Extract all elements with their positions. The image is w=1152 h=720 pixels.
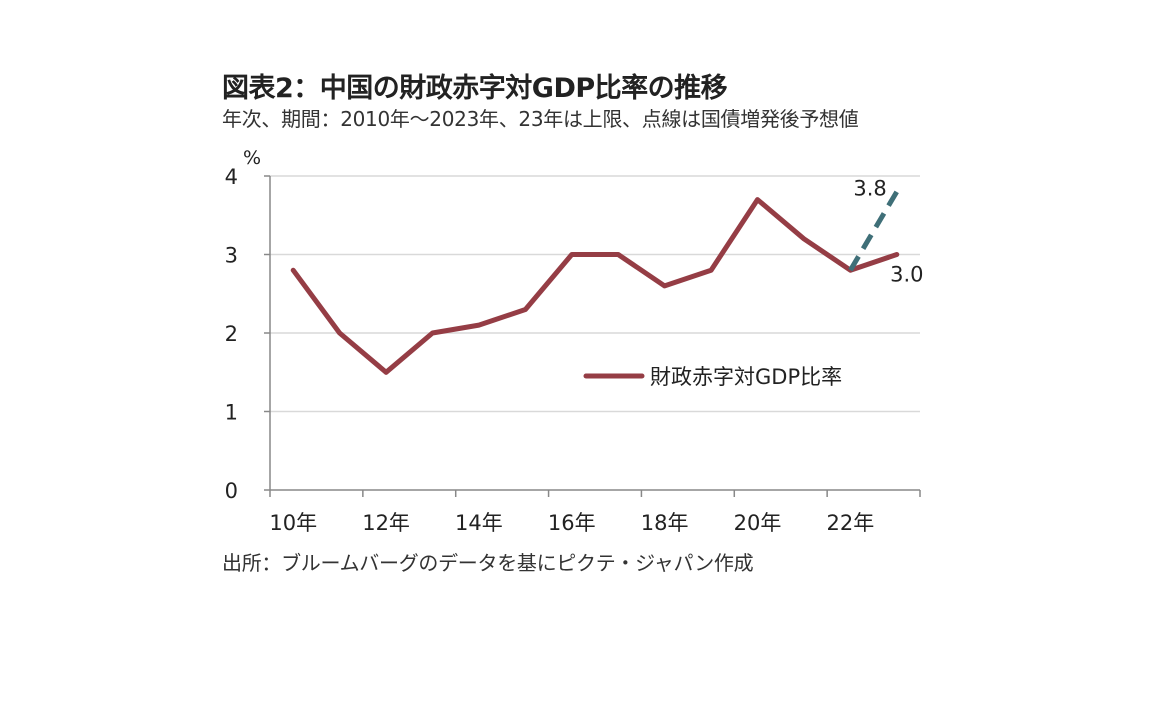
- x-tick-label-20年: 20年: [734, 511, 782, 535]
- series-layer: [290, 190, 900, 375]
- x-tick-label-12年: 12年: [362, 511, 410, 535]
- source-note: 出所：ブルームバーグのデータを基にピクテ・ジャパン作成: [222, 551, 754, 575]
- legend-label: 財政赤字対GDP比率: [650, 365, 842, 389]
- chart-title: 図表2：中国の財政赤字対GDP比率の推移: [222, 73, 728, 104]
- y-tick-label-1: 1: [225, 401, 238, 425]
- y-axis: 0 1 2 3 4%: [225, 147, 271, 503]
- x-tick-label-16年: 16年: [548, 511, 596, 535]
- y-tick-label-0: 0: [225, 479, 238, 503]
- x-tick-label-10年: 10年: [269, 511, 317, 535]
- x-tick-label-18年: 18年: [641, 511, 689, 535]
- x-tick-label-14年: 14年: [455, 511, 503, 535]
- y-tick-label-3: 3: [225, 244, 238, 268]
- y-axis-unit-label: %: [243, 147, 261, 169]
- annotation-label-3.0: 3.0: [890, 263, 923, 287]
- series-line-projection: [848, 190, 899, 272]
- y-tick-label-4: 4: [225, 165, 238, 189]
- chart-subtitle: 年次、期間：2010年～2023年、23年は上限、点線は国債増発後予想値: [222, 107, 859, 131]
- annotations: 3.8 3.0: [853, 177, 923, 287]
- series-line-actual: [290, 197, 900, 375]
- x-axis: 10年 12年 14年 16年 18年 20年 22年: [269, 489, 921, 535]
- legend: 財政赤字対GDP比率: [583, 365, 842, 389]
- x-tick-label-22年: 22年: [826, 511, 874, 535]
- annotation-label-3.8: 3.8: [853, 177, 886, 201]
- y-tick-label-2: 2: [225, 322, 238, 346]
